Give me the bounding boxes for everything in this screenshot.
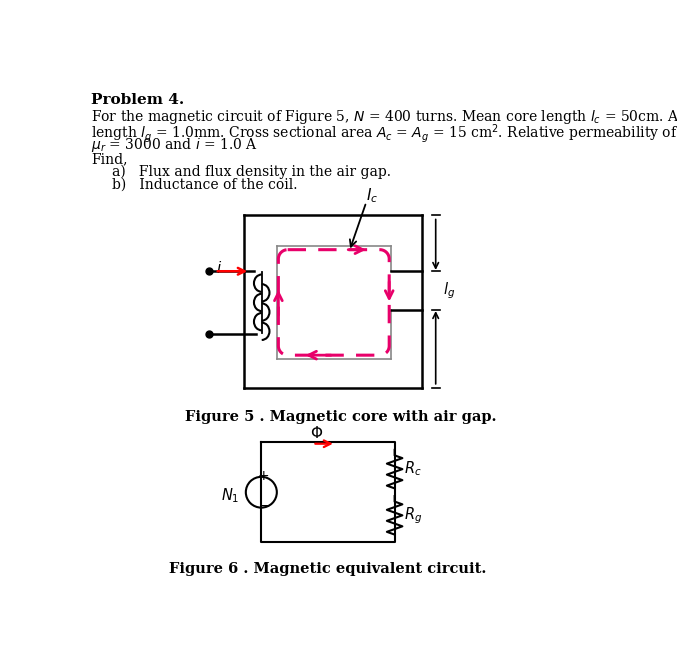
Text: $\mu_r$ = 3000 and $i$ = 1.0 A: $\mu_r$ = 3000 and $i$ = 1.0 A bbox=[91, 136, 258, 154]
Text: b)   Inductance of the coil.: b) Inductance of the coil. bbox=[112, 178, 297, 192]
Text: $R_g$: $R_g$ bbox=[404, 505, 422, 526]
Text: Figure 5 . Magnetic core with air gap.: Figure 5 . Magnetic core with air gap. bbox=[185, 410, 496, 424]
Text: $N_1$: $N_1$ bbox=[221, 487, 240, 506]
Text: $-$: $-$ bbox=[257, 498, 269, 512]
Text: For the magnetic circuit of Figure 5, $N$ = 400 turns. Mean core length $l_c$ = : For the magnetic circuit of Figure 5, $N… bbox=[91, 108, 677, 126]
Text: $l_g$: $l_g$ bbox=[443, 280, 456, 301]
Text: Figure 6 . Magnetic equivalent circuit.: Figure 6 . Magnetic equivalent circuit. bbox=[169, 561, 487, 575]
Text: $I_c$: $I_c$ bbox=[366, 187, 378, 205]
Text: length $l_g$ = 1.0mm. Cross sectional area $A_c$ = $A_g$ = 15 cm$^2$. Relative p: length $l_g$ = 1.0mm. Cross sectional ar… bbox=[91, 122, 677, 145]
Text: Find,: Find, bbox=[91, 152, 127, 166]
Text: $R_c$: $R_c$ bbox=[404, 460, 422, 478]
Text: $\Phi$: $\Phi$ bbox=[310, 425, 323, 442]
Text: Problem 4.: Problem 4. bbox=[91, 92, 184, 106]
Text: +: + bbox=[258, 469, 269, 483]
Text: a)   Flux and flux density in the air gap.: a) Flux and flux density in the air gap. bbox=[112, 165, 391, 179]
Text: $i$: $i$ bbox=[217, 260, 223, 276]
